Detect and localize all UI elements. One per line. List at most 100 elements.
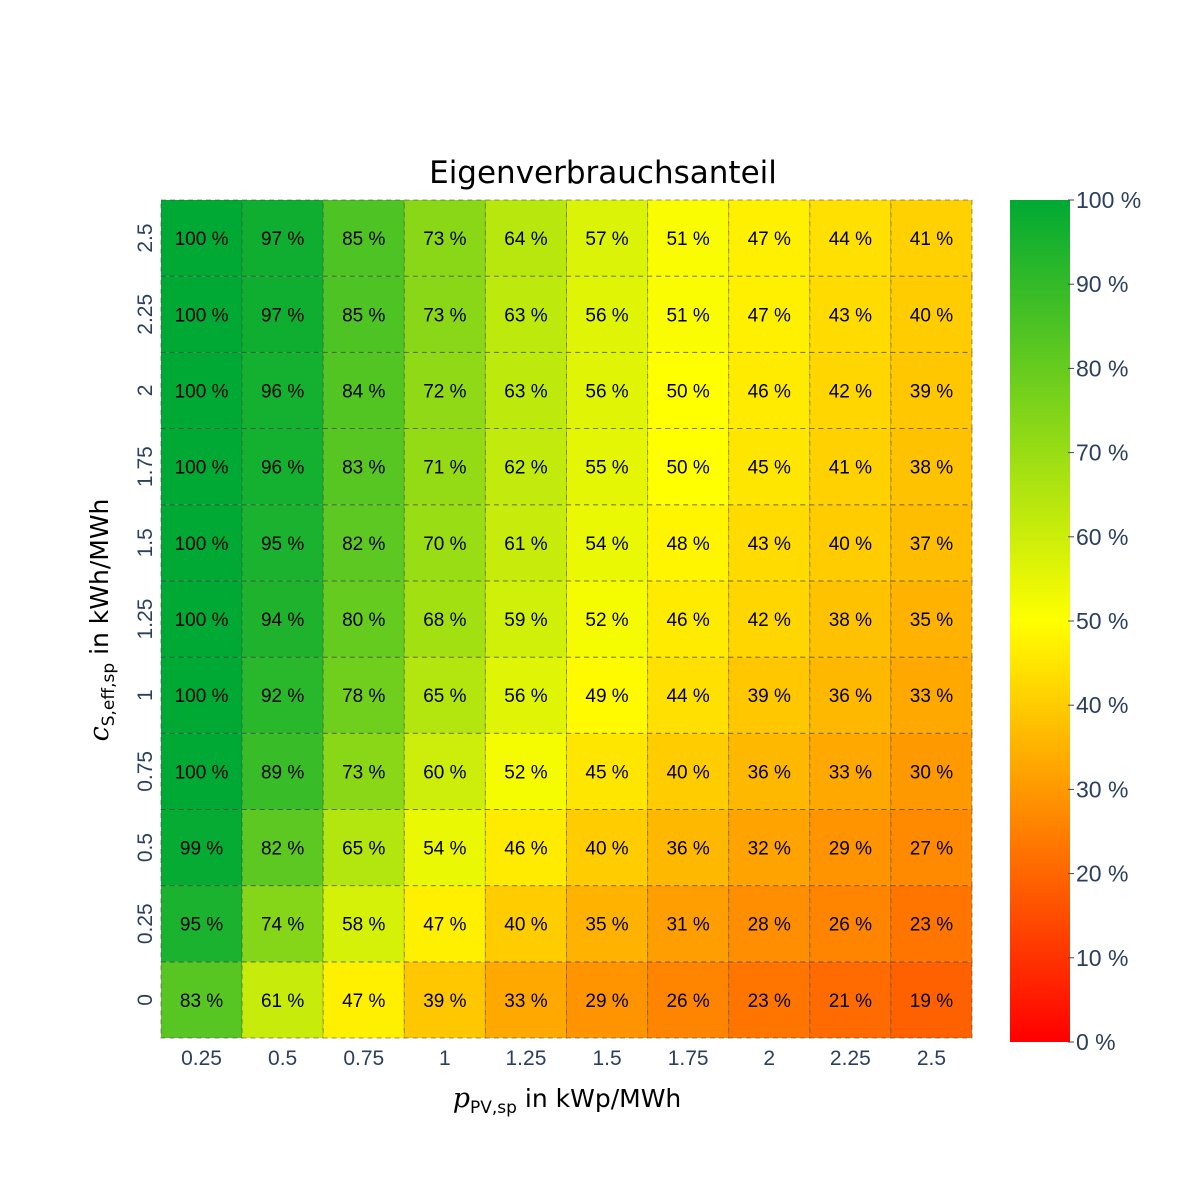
- cell-value-label: 65 %: [342, 839, 385, 860]
- cell-value-label: 56 %: [585, 381, 628, 402]
- heatmap-cell: [890, 504, 973, 582]
- cell-value-label: 57 %: [585, 229, 628, 250]
- heatmap-cell: [728, 428, 811, 506]
- cell-value-label: 28 %: [748, 915, 791, 936]
- colorbar-tick-label: 90 %: [1076, 271, 1128, 297]
- cell-value-label: 33 %: [504, 991, 547, 1012]
- cell-value-label: 36 %: [748, 762, 791, 783]
- cell-value-label: 100 %: [175, 534, 229, 555]
- cell-value-label: 45 %: [748, 458, 791, 479]
- cell-value-label: 54 %: [585, 534, 628, 555]
- cell-value-label: 68 %: [423, 610, 466, 631]
- cell-value-label: 37 %: [910, 534, 953, 555]
- heatmap-cell: [728, 504, 811, 582]
- cell-value-label: 73 %: [423, 305, 466, 326]
- heatmap-cell: [241, 885, 324, 963]
- cell-value-label: 100 %: [175, 381, 229, 402]
- cell-value-label: 59 %: [504, 610, 547, 631]
- cell-value-label: 95 %: [180, 915, 223, 936]
- cell-value-label: 63 %: [504, 305, 547, 326]
- cell-value-label: 46 %: [666, 610, 709, 631]
- cell-value-label: 42 %: [748, 610, 791, 631]
- heatmap-cell: [647, 808, 730, 887]
- x-tick-label: 2.5: [917, 1047, 946, 1070]
- x-axis-label: pPV,sp in kWp/MWh: [453, 1083, 682, 1118]
- cell-value-label: 23 %: [910, 915, 953, 936]
- cell-value-label: 48 %: [666, 534, 709, 555]
- cell-value-label: 44 %: [666, 686, 709, 707]
- cell-value-label: 58 %: [342, 915, 385, 936]
- cell-value-label: 44 %: [829, 229, 872, 250]
- y-axis-ticks: 0 0.25 0.5 0.75 1 1.25 1.5 1.75 2 2.25 2.5: [134, 223, 157, 1005]
- heatmap-cell: [647, 885, 730, 963]
- cell-value-label: 83 %: [342, 458, 385, 479]
- heatmap-cell: [160, 275, 243, 353]
- cell-value-label: 23 %: [748, 991, 791, 1012]
- heatmap-cell: [241, 961, 324, 1039]
- colorbar-tick-label: 100 %: [1076, 187, 1141, 213]
- cell-value-label: 29 %: [829, 839, 872, 860]
- cell-value-label: 30 %: [910, 762, 953, 783]
- cell-value-label: 60 %: [423, 762, 466, 783]
- heatmap-cell: [322, 504, 405, 582]
- cell-value-label: 40 %: [504, 915, 547, 936]
- cell-value-label: 54 %: [423, 839, 466, 860]
- cell-value-label: 100 %: [175, 229, 229, 250]
- cell-value-label: 96 %: [261, 381, 304, 402]
- cell-value-label: 45 %: [585, 762, 628, 783]
- heatmap-cell: [890, 275, 973, 353]
- heatmap-cell: [322, 580, 405, 658]
- y-tick-label: 0: [134, 994, 157, 1006]
- heatmap-cell: [647, 656, 730, 734]
- heatmap-cell: [160, 656, 243, 734]
- chart-title: Eigenverbrauchsanteil: [429, 155, 777, 191]
- cell-value-label: 47 %: [423, 915, 466, 936]
- cell-value-label: 27 %: [910, 839, 953, 860]
- cell-value-label: 40 %: [829, 534, 872, 555]
- cell-value-label: 41 %: [910, 229, 953, 250]
- y-tick-label: 2: [134, 385, 157, 397]
- cell-value-label: 49 %: [585, 686, 628, 707]
- cell-value-label: 40 %: [666, 762, 709, 783]
- heatmap-cell: [809, 885, 892, 963]
- cell-value-label: 89 %: [261, 762, 304, 783]
- heatmap-cell: [890, 199, 973, 277]
- heatmap-cell: [809, 351, 892, 430]
- colorbar-tick-label: 40 %: [1076, 692, 1128, 718]
- cell-value-label: 61 %: [504, 534, 547, 555]
- heatmap-cell: [484, 885, 567, 963]
- heatmap-cell: [403, 428, 486, 506]
- y-tick-label: 0.75: [134, 751, 157, 792]
- heatmap-cell: [647, 199, 730, 277]
- heatmap-cell: [484, 580, 567, 658]
- heatmap-cell: [647, 961, 730, 1039]
- cell-value-label: 42 %: [829, 381, 872, 402]
- cell-value-label: 47 %: [748, 229, 791, 250]
- cell-value-label: 63 %: [504, 381, 547, 402]
- heatmap-cell: [566, 428, 649, 506]
- cell-value-label: 100 %: [175, 305, 229, 326]
- cell-value-label: 47 %: [748, 305, 791, 326]
- x-tick-label: 2: [763, 1047, 775, 1070]
- heatmap-cell: [403, 275, 486, 353]
- heatmap-cell: [809, 656, 892, 734]
- heatmap-cell: [809, 275, 892, 353]
- x-axis-label-subscript: PV,sp: [470, 1098, 517, 1118]
- y-tick-label: 1.25: [134, 599, 157, 640]
- y-axis-label: cS,eff,sp in kWh/MWh: [84, 499, 119, 742]
- colorbar-tick-label: 10 %: [1076, 945, 1128, 971]
- cell-value-label: 85 %: [342, 305, 385, 326]
- x-tick-label: 1: [439, 1047, 451, 1070]
- heatmap-cell: [647, 504, 730, 582]
- cell-value-label: 43 %: [829, 305, 872, 326]
- heatmap-cell: [566, 199, 649, 277]
- colorbar-tick-label: 50 %: [1076, 608, 1128, 634]
- colorbar-tick-label: 20 %: [1076, 861, 1128, 887]
- cell-value-label: 41 %: [829, 458, 872, 479]
- heatmap-cell: [647, 580, 730, 658]
- heatmap-cell: [241, 428, 324, 506]
- cell-value-label: 56 %: [504, 686, 547, 707]
- heatmap-cell: [728, 885, 811, 963]
- cell-value-label: 83 %: [180, 991, 223, 1012]
- heatmap-cell: [809, 961, 892, 1039]
